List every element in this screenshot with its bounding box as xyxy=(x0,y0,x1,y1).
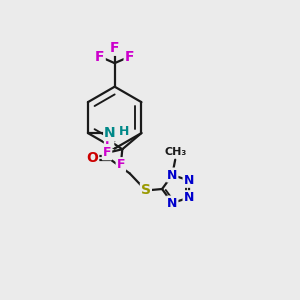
Text: F: F xyxy=(103,146,111,159)
Text: CH₃: CH₃ xyxy=(164,147,186,157)
Text: N: N xyxy=(167,196,178,209)
Text: N: N xyxy=(184,174,194,187)
Text: F: F xyxy=(110,41,119,55)
Text: F: F xyxy=(105,134,113,147)
Text: N: N xyxy=(184,191,194,204)
Text: F: F xyxy=(95,50,105,64)
Text: N: N xyxy=(104,126,116,140)
Text: O: O xyxy=(86,151,98,165)
Text: N: N xyxy=(167,169,178,182)
Text: S: S xyxy=(141,184,151,197)
Text: F: F xyxy=(117,158,125,171)
Text: F: F xyxy=(124,50,134,64)
Text: H: H xyxy=(119,125,129,138)
